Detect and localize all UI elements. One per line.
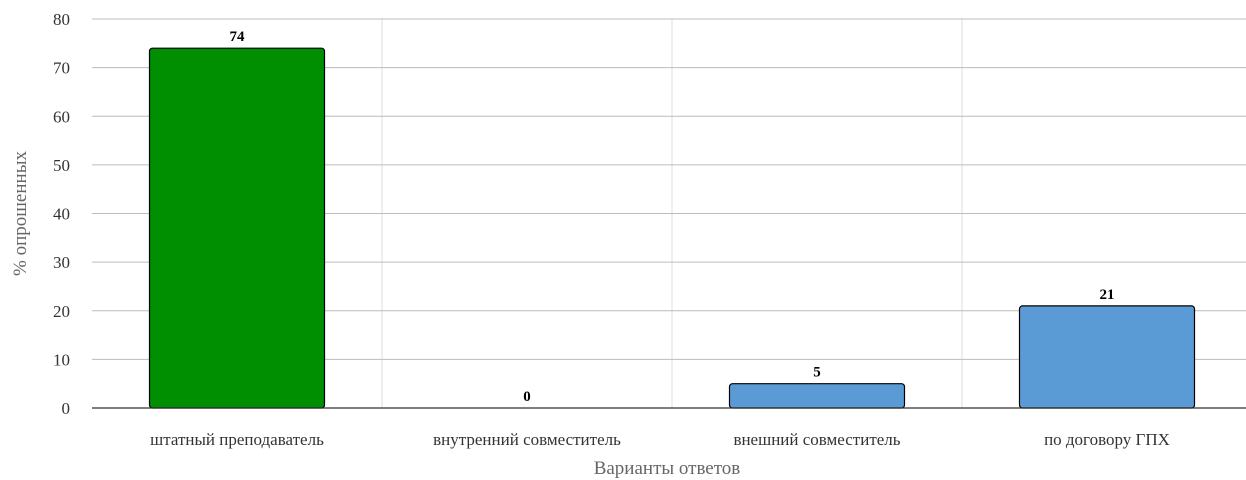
x-axis-title: Варианты ответов <box>594 458 741 479</box>
y-tick-label: 80 <box>53 10 70 29</box>
x-category-label: внешний совместитель <box>733 430 900 449</box>
y-tick-label: 30 <box>53 253 70 272</box>
data-labels: 74 0 5 21 <box>230 29 1115 405</box>
x-category-label: внутренний совместитель <box>433 430 621 449</box>
x-category-label: по договору ГПХ <box>1044 430 1170 449</box>
y-tick-label: 10 <box>53 350 70 369</box>
y-tick-label: 70 <box>53 59 70 78</box>
bar-value-label: 5 <box>813 365 821 381</box>
bar <box>1018 305 1196 409</box>
x-category-label: штатный преподаватель <box>150 430 324 449</box>
bar-value-label: 0 <box>523 389 531 405</box>
bar <box>728 383 906 409</box>
y-tick-label: 40 <box>53 205 70 224</box>
y-tick-label: 60 <box>53 107 70 126</box>
bar-value-label: 21 <box>1100 287 1115 303</box>
y-tick-label: 20 <box>53 302 70 321</box>
y-tick-label: 50 <box>53 156 70 175</box>
bar <box>148 47 326 409</box>
y-tick-label: 0 <box>62 399 71 418</box>
y-axis-ticks: 0 10 20 30 40 50 60 70 80 <box>53 10 70 418</box>
y-axis-title: % опрошенных <box>10 151 31 276</box>
bar-value-label: 74 <box>230 29 246 45</box>
x-axis-categories: штатный преподаватель внутренний совмести… <box>150 430 1170 449</box>
